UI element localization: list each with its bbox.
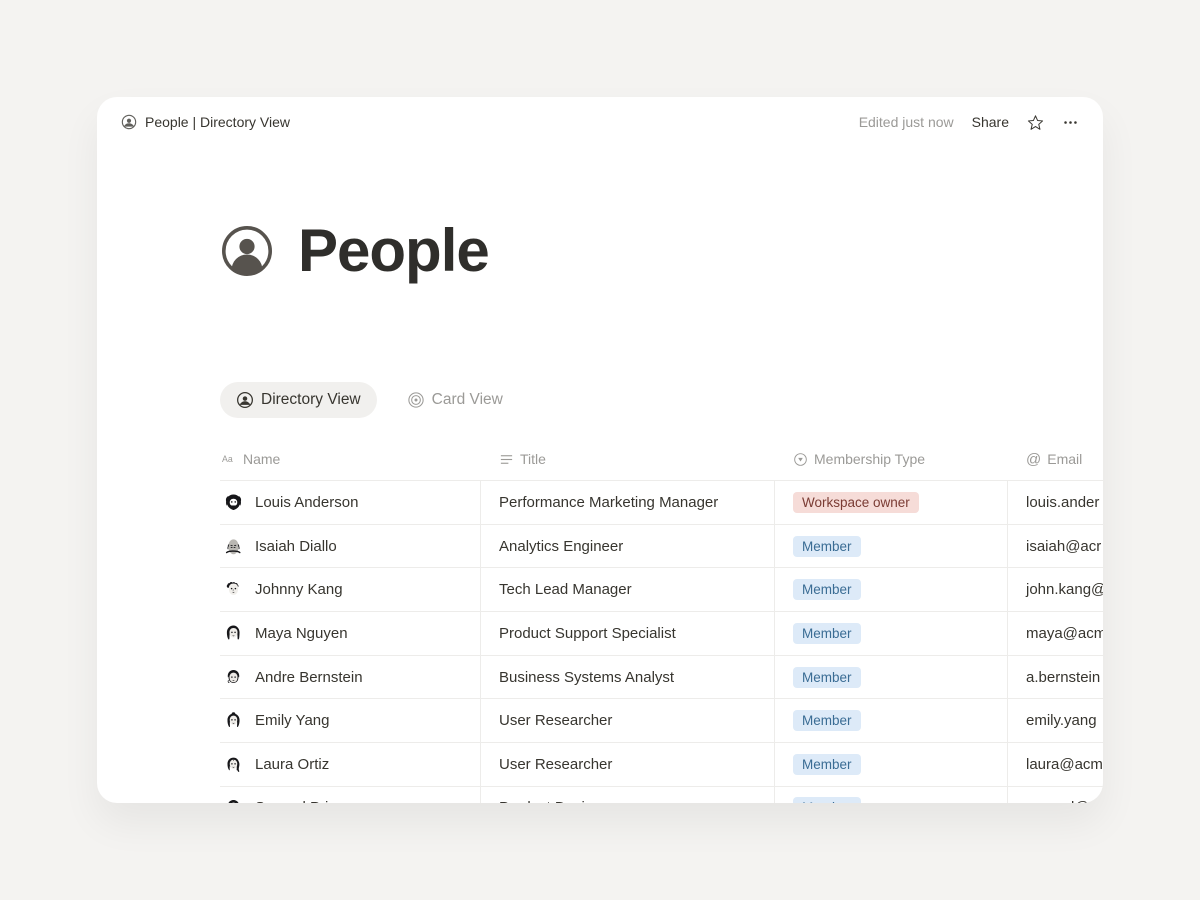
svg-text:Aa: Aa [222, 454, 233, 464]
